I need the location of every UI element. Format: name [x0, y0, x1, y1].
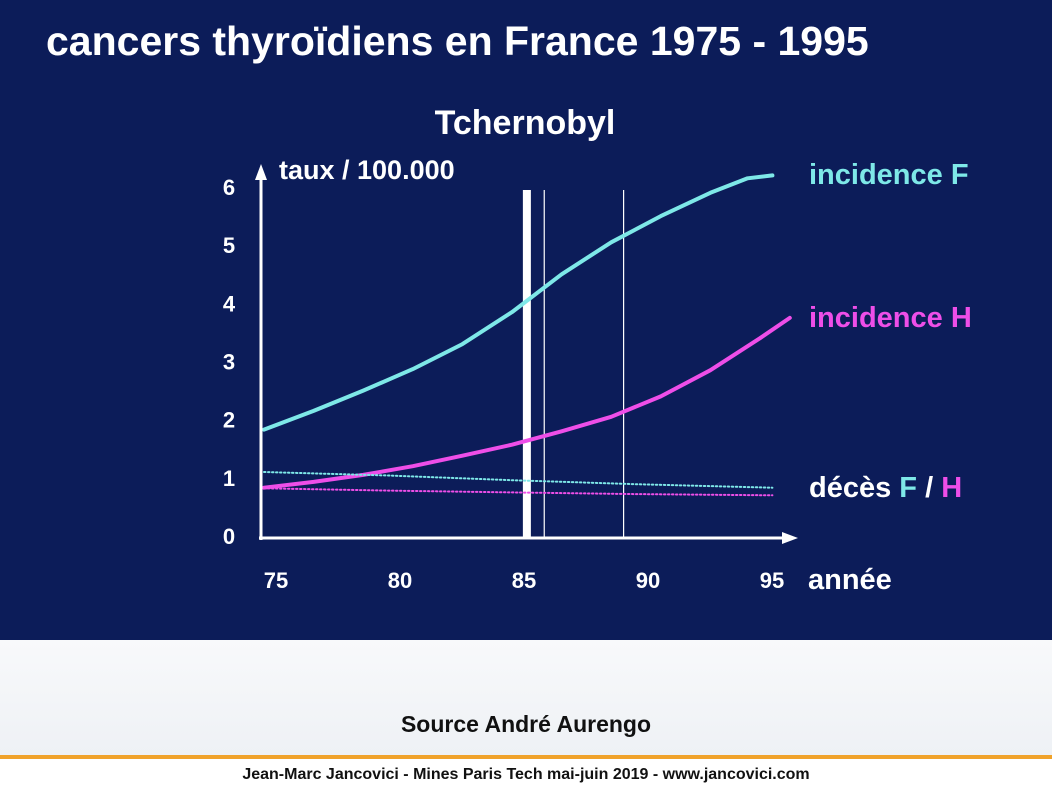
chart-labels: 0 1 2 3 4 5 6 75 80 85 90 95 taux / 100.000 année Tche…	[223, 104, 972, 596]
chart: 0 1 2 3 4 5 6 75 80 85 90 95 taux / 100.000 année Tche…	[223, 104, 972, 596]
x-tick-label: 90	[636, 568, 660, 593]
x-tick-label: 75	[264, 568, 288, 593]
footer-background	[0, 640, 1052, 756]
deces-label: décès F / H	[809, 472, 962, 504]
y-tick-label: 6	[223, 175, 235, 200]
footer-rule	[0, 755, 1052, 759]
x-axis-title: année	[808, 564, 892, 596]
series-line-incidence-h	[262, 315, 792, 490]
incidence-f-label: incidence F	[809, 159, 969, 191]
y-axis-arrow	[255, 164, 267, 180]
deces-label-part: F	[899, 472, 917, 504]
x-axis-arrow	[782, 532, 798, 544]
y-tick-label: 4	[223, 291, 236, 316]
deces-label-part: /	[917, 472, 941, 504]
event-lines	[522, 190, 625, 537]
x-tick-label: 95	[760, 568, 784, 593]
axes	[255, 164, 798, 544]
series-group	[262, 173, 792, 497]
y-tick-label: 1	[223, 466, 235, 491]
y-tick-label: 0	[223, 524, 235, 549]
series-line-d-c-s-h	[263, 487, 774, 497]
y-tick-label: 5	[223, 233, 235, 258]
x-tick-label: 85	[512, 568, 536, 593]
series-line-incidence-f	[262, 173, 775, 432]
incidence-h-label: incidence H	[809, 302, 972, 334]
tchernobyl-label: Tchernobyl	[435, 104, 616, 142]
deces-label-part: décès	[809, 472, 899, 504]
y-tick-label: 2	[223, 408, 235, 433]
source-note: Source André Aurengo	[400, 711, 652, 737]
author-credit: Jean-Marc Jancovici - Mines Paris Tech m…	[242, 766, 810, 783]
deces-label-part: H	[941, 472, 962, 504]
series-line-d-c-s-f	[263, 471, 774, 489]
x-tick-label: 80	[388, 568, 412, 593]
y-tick-label: 3	[223, 350, 235, 375]
slide-title: cancers thyroïdiens en France 1975 - 199…	[46, 18, 869, 64]
y-axis-title: taux / 100.000	[279, 155, 455, 185]
